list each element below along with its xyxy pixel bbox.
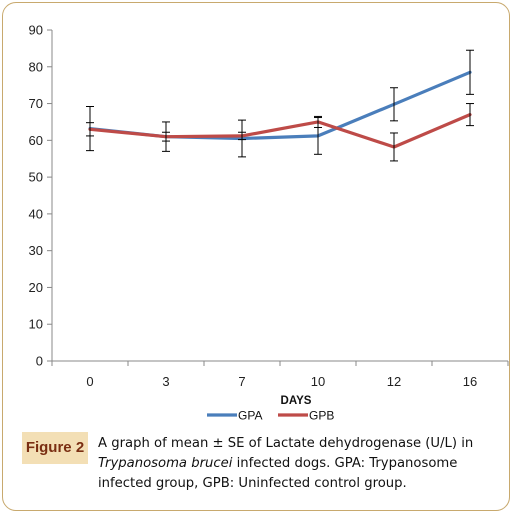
y-tick-label: 20 xyxy=(29,280,43,295)
y-tick-label: 70 xyxy=(29,96,43,111)
y-tick-label: 0 xyxy=(36,354,43,369)
caption-species: Trypanosoma brucei xyxy=(98,456,233,471)
x-tick-label: 12 xyxy=(387,374,401,389)
y-tick-label: 10 xyxy=(29,317,43,332)
line-chart: 0 10 20 30 40 50 60 70 80 90 0 3 7 10 12 16 DAYS GPA GPB xyxy=(29,23,509,423)
series-line-gpb xyxy=(88,112,472,149)
x-axis-title: DAYS xyxy=(281,395,312,407)
y-tick-label: 40 xyxy=(29,206,43,221)
x-tick-label: 3 xyxy=(162,374,169,389)
figure-label: Figure 2 xyxy=(22,432,88,464)
x-tick-label: 16 xyxy=(463,374,477,389)
legend-label-gpb: GPB xyxy=(309,409,334,423)
caption-text: A graph of mean ± SE of Lactate dehydrog… xyxy=(98,434,498,494)
y-tick-label: 30 xyxy=(29,243,43,258)
x-tick-label: 0 xyxy=(86,374,93,389)
y-tick-label: 80 xyxy=(29,59,43,74)
caption-part2: infected dogs. GPA: Trypanosome infected… xyxy=(98,456,458,491)
x-tick-label: 10 xyxy=(311,374,325,389)
y-tick-label: 90 xyxy=(29,23,43,38)
x-tick-label: 7 xyxy=(238,374,245,389)
figure-frame xyxy=(2,2,510,511)
legend-label-gpa: GPA xyxy=(238,409,262,423)
y-tick-label: 50 xyxy=(29,170,43,185)
caption-part1: A graph of mean ± SE of Lactate dehydrog… xyxy=(98,436,474,451)
y-tick-label: 60 xyxy=(29,133,43,148)
